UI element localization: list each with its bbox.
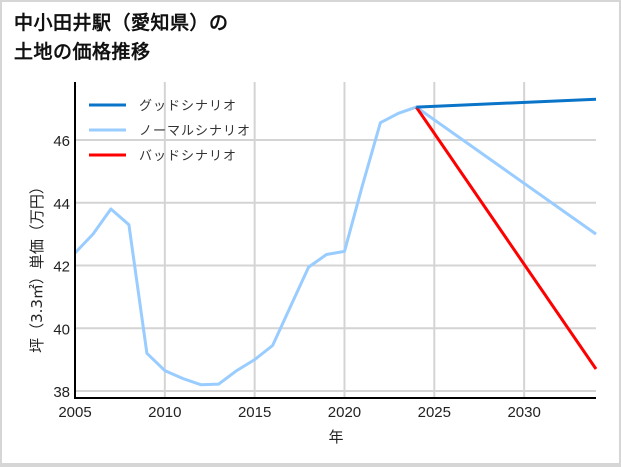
- x-axis-label: 年: [328, 428, 343, 446]
- legend-label: ノーマルシナリオ: [139, 124, 251, 139]
- x-tick-label: 2020: [328, 404, 361, 421]
- series-line: [415, 106, 598, 370]
- x-tick-label: 2025: [418, 404, 451, 421]
- chart-title: 中小田井駅（愛知県）の 土地の価格推移: [14, 9, 229, 67]
- data-lines: [73, 97, 598, 387]
- x-tick-label: 2010: [148, 404, 181, 421]
- y-axis-label: 坪（3.3㎡）単価（万円）: [28, 179, 46, 353]
- series-line: [416, 97, 597, 109]
- x-tick-label: 2030: [507, 404, 540, 421]
- y-tick-label: 44: [53, 196, 70, 213]
- y-tick-label: 38: [53, 384, 70, 401]
- axes: [74, 82, 596, 399]
- y-tick-label: 42: [53, 259, 70, 276]
- y-tick-label: 46: [53, 133, 70, 150]
- title-line-2: 土地の価格推移: [14, 41, 151, 63]
- legend-label: グッドシナリオ: [139, 99, 237, 114]
- y-tick-label: 40: [53, 321, 70, 338]
- x-tick-label: 2005: [58, 404, 91, 421]
- tick-labels: 2005 2010 2015 2020 2025 2030 38 40 42 44 46: [53, 133, 541, 421]
- title-line-1: 中小田井駅（愛知県）の: [14, 12, 229, 34]
- series-line: [73, 105, 597, 387]
- x-tick-label: 2015: [238, 404, 271, 421]
- legend-label: バッドシナリオ: [139, 149, 237, 164]
